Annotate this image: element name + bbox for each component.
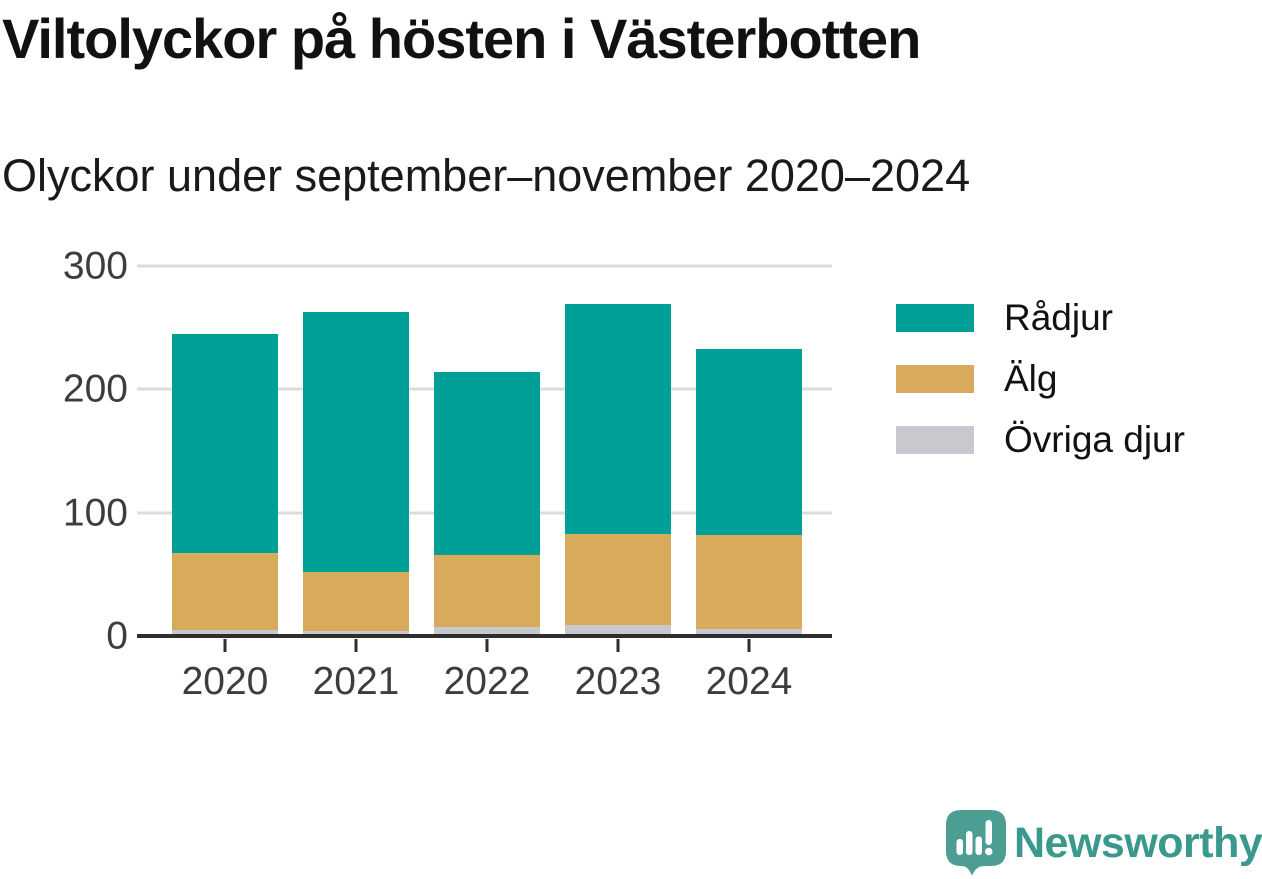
bar-2021 [303, 311, 409, 636]
bar-segment-alg-2023 [565, 533, 671, 625]
x-axis-label-2023: 2023 [574, 660, 662, 703]
legend-label-alg: Älg [1004, 358, 1058, 399]
legend-item-alg: Älg [896, 358, 1185, 399]
exclamation-stem [985, 820, 992, 845]
gridline-300 [137, 264, 832, 268]
tick-mark-2023 [616, 639, 620, 652]
bar-glyph-3 [975, 836, 982, 855]
bar-segment-alg-2022 [434, 554, 540, 628]
bar-segment-radjur-2021 [303, 311, 409, 572]
x-axis-label-2024: 2024 [705, 660, 793, 703]
x-axis-label-2021: 2021 [312, 660, 400, 703]
legend-swatch-ovriga-djur [896, 426, 974, 454]
legend-item-ovriga-djur: Övriga djur [896, 419, 1185, 460]
bar-segment-ovriga-djur-2022 [434, 627, 540, 636]
bar-segment-alg-2020 [172, 553, 278, 630]
x-axis-label-2020: 2020 [181, 660, 269, 703]
y-axis-label-300: 300 [62, 244, 128, 288]
bar-2022 [434, 372, 540, 636]
tick-mark-2020 [223, 639, 227, 652]
exclamation-dot [985, 847, 993, 856]
legend-item-radjur: Rådjur [896, 297, 1185, 338]
legend-swatch-alg [896, 365, 974, 393]
bar-segment-alg-2024 [696, 534, 802, 629]
chart-title: Viltolyckor på hösten i Västerbotten [2, 7, 921, 70]
bar-segment-alg-2021 [303, 571, 409, 632]
bar-segment-ovriga-djur-2020 [172, 629, 278, 636]
newsworthy-logo: Newsworthy [946, 810, 1262, 876]
bar-segment-radjur-2020 [172, 333, 278, 554]
y-axis-label-0: 0 [106, 614, 128, 658]
bar-segment-radjur-2023 [565, 304, 671, 534]
bar-segment-radjur-2024 [696, 348, 802, 535]
tick-mark-2022 [485, 639, 489, 652]
newsworthy-logo-text: Newsworthy [1014, 818, 1262, 867]
bar-2023 [565, 304, 671, 636]
legend-swatch-radjur [896, 304, 974, 332]
tick-mark-2021 [354, 639, 358, 652]
bar-glyph-2 [966, 831, 973, 855]
bar-2020 [172, 333, 278, 636]
newsworthy-logo-icon [946, 810, 1006, 876]
bar-2024 [696, 348, 802, 636]
y-axis-label-200: 200 [62, 367, 128, 411]
bar-segment-ovriga-djur-2021 [303, 631, 409, 636]
bar-segment-radjur-2022 [434, 372, 540, 555]
x-axis: 2020 2021 2022 2023 2024 [137, 636, 832, 716]
x-axis-label-2022: 2022 [443, 660, 531, 703]
bar-glyph-1 [956, 839, 963, 855]
chart-subtitle: Olyckor under september–november 2020–20… [2, 150, 971, 201]
y-axis: 0 100 200 300 [20, 247, 128, 656]
legend-label-ovriga-djur: Övriga djur [1004, 419, 1185, 460]
plot-area [137, 264, 832, 638]
tick-mark-2024 [747, 639, 751, 652]
legend-label-radjur: Rådjur [1004, 297, 1113, 338]
bar-segment-ovriga-djur-2023 [565, 624, 671, 636]
y-axis-label-100: 100 [62, 491, 128, 535]
legend: Rådjur Älg Övriga djur [896, 297, 1185, 486]
bar-segment-ovriga-djur-2024 [696, 628, 802, 636]
axis-line [137, 634, 832, 638]
